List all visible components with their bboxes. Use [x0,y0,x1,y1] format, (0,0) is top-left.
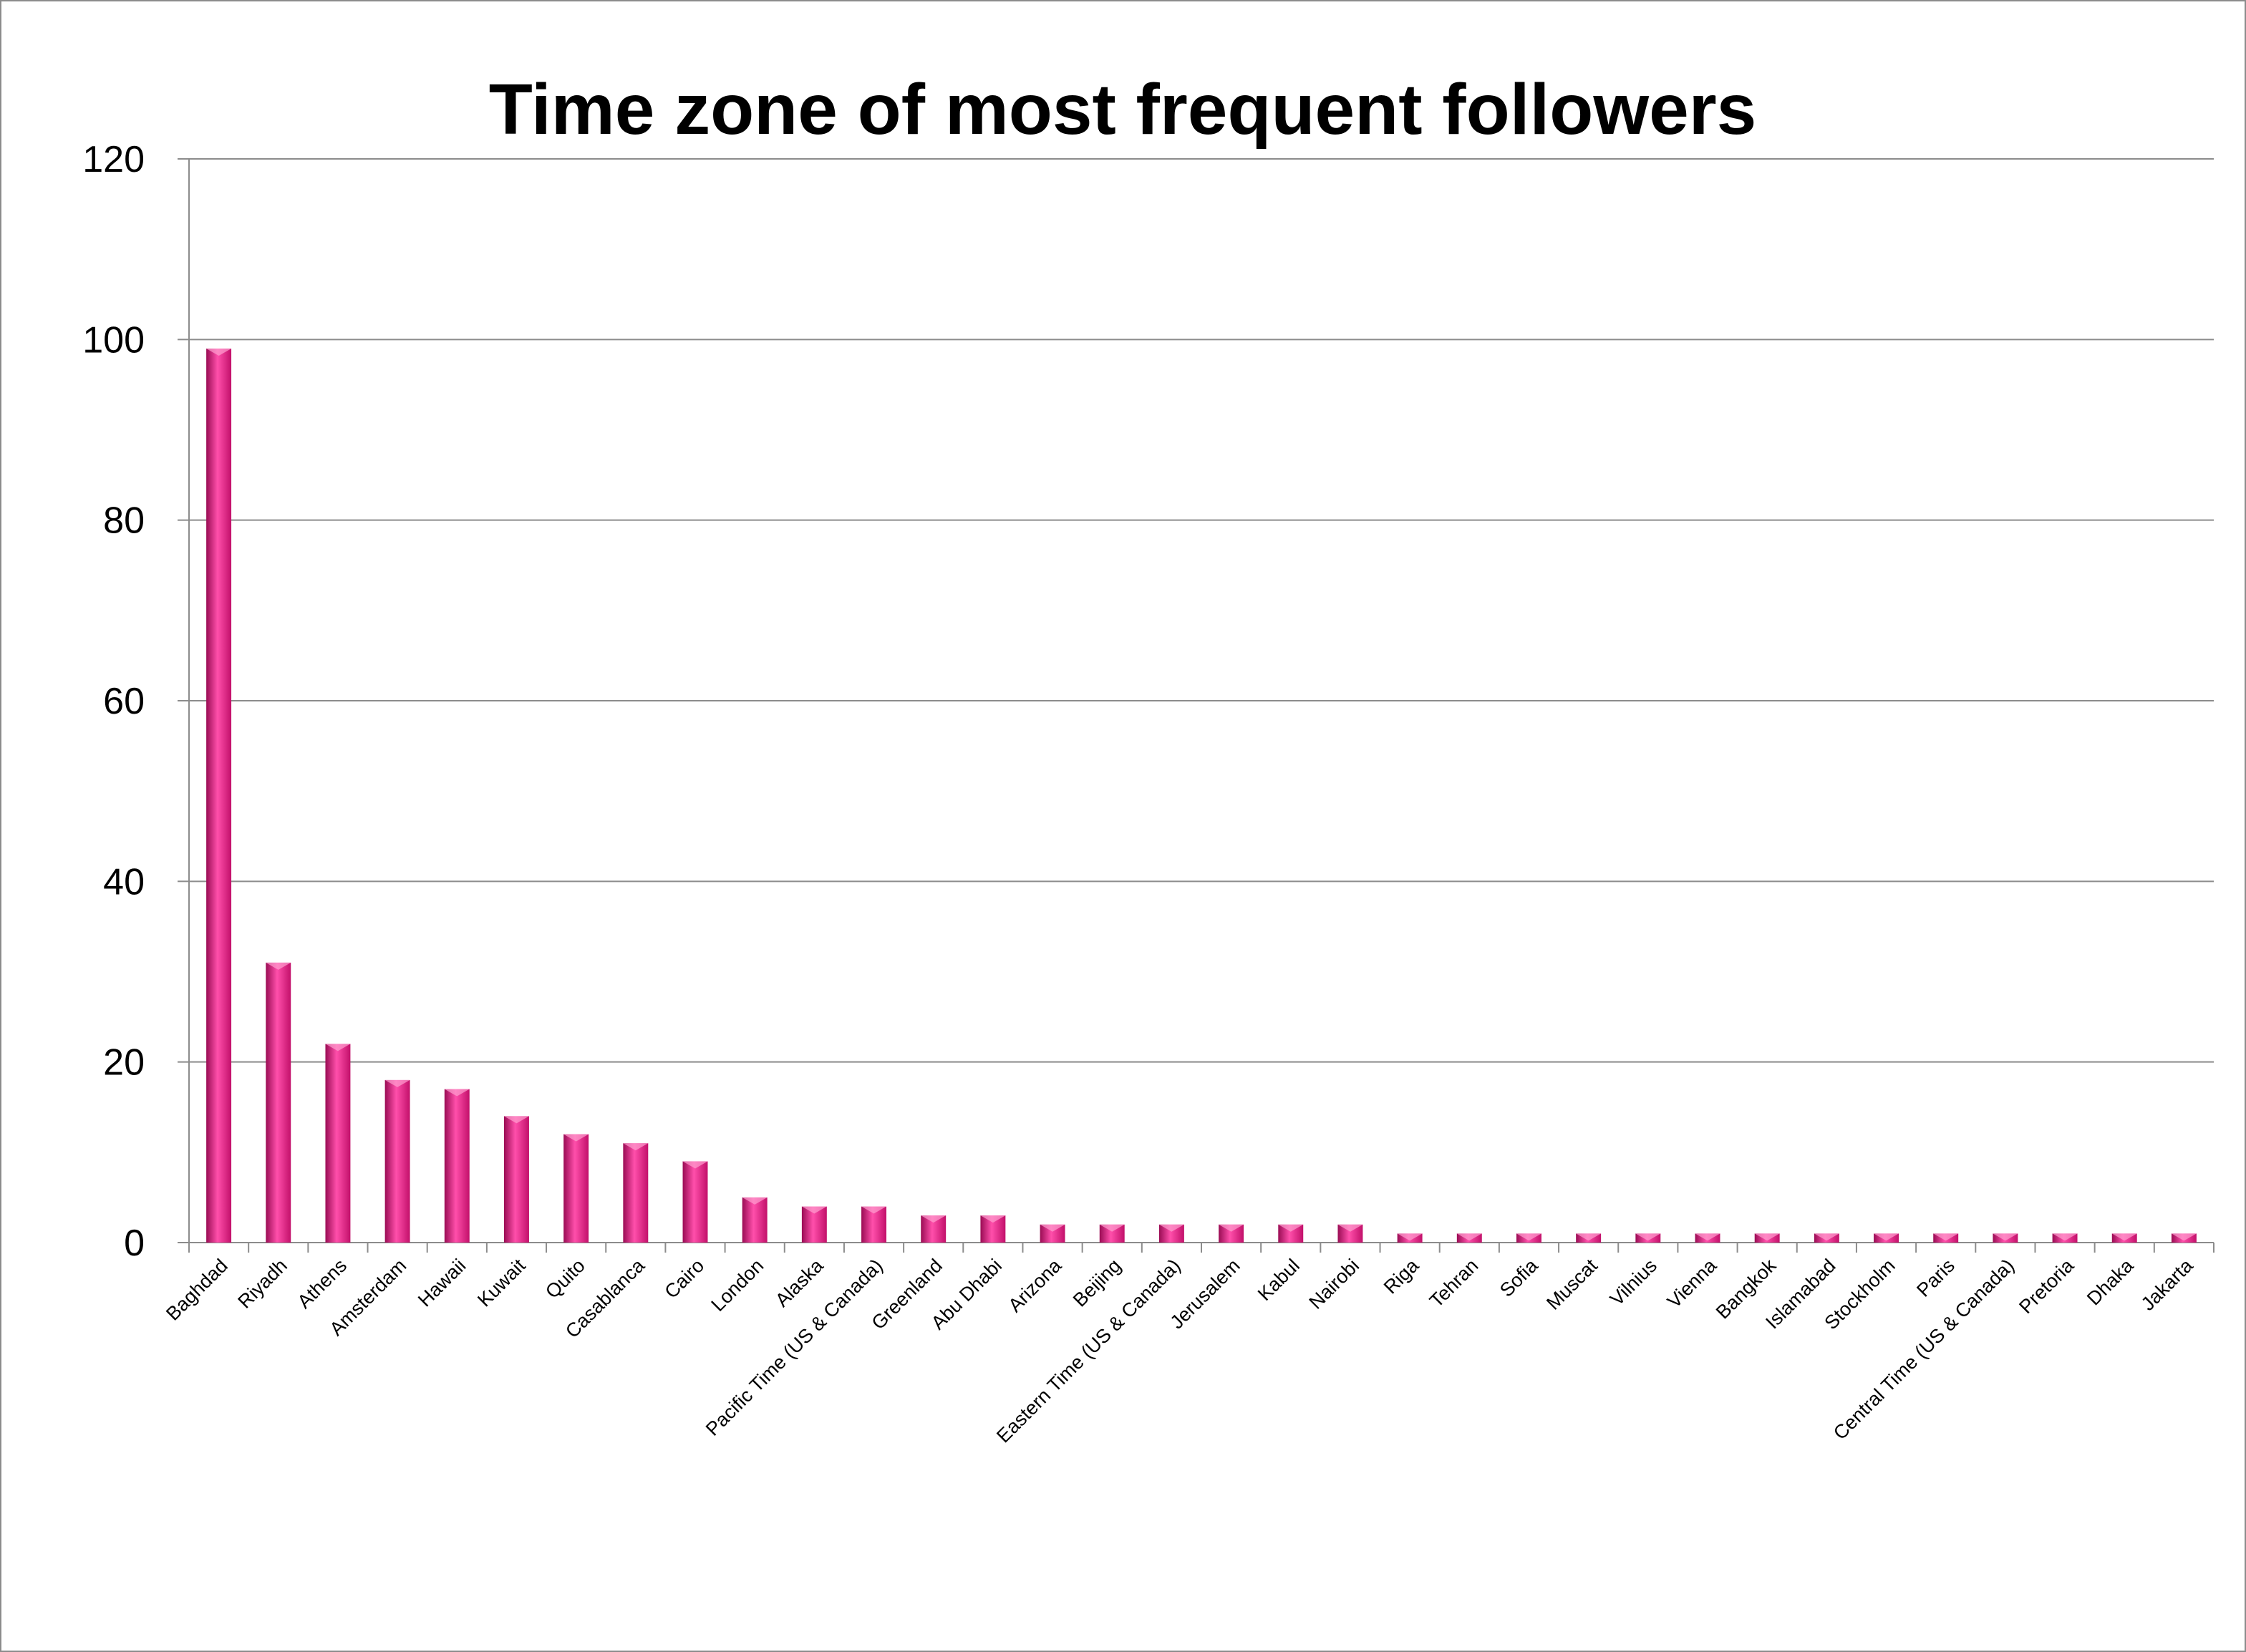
y-tick-label: 80 [103,500,145,542]
bar-cap [504,1116,529,1124]
bar-cap [1397,1233,1423,1241]
bar-cap [1337,1224,1363,1232]
x-tick-label: Tehran [1425,1255,1483,1312]
bar-cap [742,1197,768,1205]
bar-cap [1695,1233,1720,1241]
y-tick-label: 60 [103,681,145,722]
x-tick-label: Athens [294,1255,352,1313]
bar-cap [563,1134,589,1142]
y-tick-label: 120 [82,139,145,180]
y-tick-labels: 0 20 40 60 80 100 120 [82,139,145,1264]
x-tick-label: Jakarta [2137,1254,2198,1315]
bar-cap [266,962,291,970]
bar-cap [1754,1233,1780,1241]
x-tick-label: Kabul [1254,1255,1304,1305]
bar-cap [1993,1233,2018,1241]
bar-cap [1099,1224,1125,1232]
bar-cap [1933,1233,1959,1241]
bar-cap [980,1215,1006,1223]
x-tick-label: Baghdad [162,1255,232,1325]
y-tick-label: 100 [82,319,145,361]
y-tick-label: 40 [103,861,145,903]
x-tick-label: Kuwait [473,1255,530,1311]
bar [444,1089,470,1243]
bar-cap [1219,1224,1244,1232]
bar [206,348,232,1243]
bar [266,962,291,1243]
x-tick-label: Riyadh [233,1255,291,1313]
x-tick-label: Paris [1912,1255,1959,1301]
bars [206,348,2197,1243]
bar-cap [2171,1233,2197,1241]
bar [623,1143,649,1243]
bar [682,1161,708,1243]
bar-cap [1040,1224,1065,1232]
bar-cap [682,1161,708,1169]
x-tick-label: Vilnius [1606,1255,1661,1310]
y-tick-label: 20 [103,1042,145,1084]
bar-cap [325,1044,351,1051]
bar-cap [2111,1233,2137,1241]
gridlines [189,158,2214,1063]
bar-cap [1278,1224,1304,1232]
bar-cap [1456,1233,1482,1241]
bar-cap [1516,1233,1541,1241]
x-tick-label: Muscat [1542,1255,1602,1314]
bar-cap [1158,1224,1184,1232]
bar-cap [1814,1233,1839,1241]
bar [384,1079,410,1243]
bar-cap [1635,1233,1661,1241]
x-tick-label: Alaska [771,1254,828,1311]
bar-cap [801,1206,827,1214]
x-tick-label: Vienna [1663,1254,1721,1312]
chart-title: Time zone of most frequent followers [489,69,1757,150]
axes [178,158,2214,1253]
x-tick-label: Hawaii [414,1255,470,1311]
bar-cap [1874,1233,1899,1241]
x-tick-label: London [707,1255,768,1316]
bar-cap [384,1079,410,1087]
y-tick-label: 0 [124,1223,145,1264]
bar-cap [206,348,232,356]
bar [563,1134,589,1243]
bar-cap [861,1206,886,1214]
x-tick-label: Arizona [1004,1254,1066,1316]
x-tick-label: Dhaka [2083,1254,2138,1309]
x-tick-label: Sofia [1496,1254,1542,1301]
bar-cap [1576,1233,1602,1241]
bar-cap [921,1215,947,1223]
x-tick-label: Quito [541,1255,589,1303]
bar [325,1044,351,1243]
x-tick-label: Pretoria [2015,1254,2078,1318]
x-tick-label: Cairo [660,1255,708,1303]
bar-cap [444,1089,470,1097]
bar-cap [623,1143,649,1151]
bar [504,1116,529,1243]
x-tick-label: Nairobi [1304,1255,1363,1313]
x-tick-label: Beijing [1069,1255,1126,1311]
bar [742,1197,768,1243]
x-tick-label: Riga [1380,1254,1423,1298]
bar-cap [2052,1233,2078,1241]
